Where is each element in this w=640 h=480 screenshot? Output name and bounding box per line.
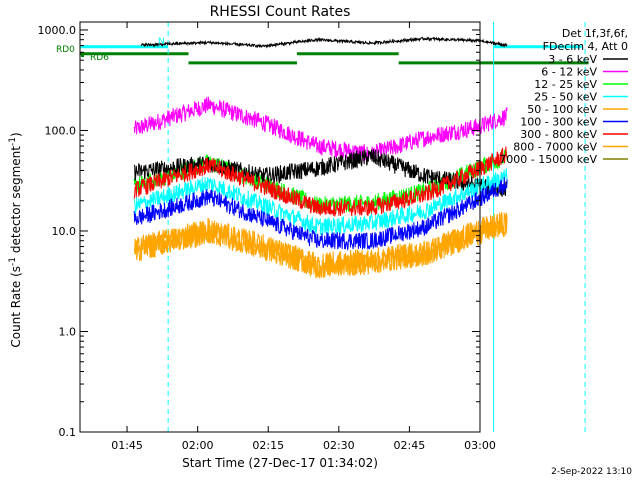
legend-entry-6: 300 - 800 keV — [520, 128, 597, 141]
time-markers — [79, 22, 586, 432]
attenuator-bars — [80, 45, 589, 65]
x-tick-label-4: 02:45 — [394, 439, 426, 452]
legend-entry-5: 100 - 300 keV — [520, 116, 597, 129]
legend-header-0: Det 1f,3f,6f, — [562, 27, 628, 40]
legend-entry-0: 3 - 6 keV — [548, 53, 597, 66]
y-tick-label-1: 1.0 — [59, 325, 77, 338]
series-line-3 — [133, 168, 508, 235]
legend-entry-7: 800 - 7000 keV — [513, 141, 597, 154]
series-line-6 — [133, 146, 508, 217]
plot-frame — [79, 21, 481, 433]
x-axis-label: Start Time (27-Dec-17 01:34:02) — [182, 456, 378, 470]
y-axis-label: Count Rate (s-1 detector segment-1) — [8, 132, 23, 347]
y-tick-label-3: 100.0 — [45, 124, 77, 137]
y-tick-label-4: 1000.0 — [38, 24, 77, 37]
series-line-top — [140, 36, 508, 49]
bar-label-rd6: RD6 — [90, 53, 109, 63]
legend-header-1: FDecim 4, Att 0 — [543, 40, 628, 53]
series-line-1 — [133, 96, 508, 162]
x-axis: 01:45 02:00 02:15 02:30 02:45 03:00 — [111, 22, 496, 452]
series-lines — [133, 36, 508, 279]
legend-entry-8: 7000 - 15000 keV — [499, 153, 597, 166]
series-line-7 — [133, 212, 508, 279]
bar-label-rd0: RD0 — [56, 45, 75, 55]
bar-label-n: N — [158, 37, 165, 47]
x-tick-label-3: 02:30 — [323, 439, 355, 452]
x-tick-label-5: 03:00 — [464, 439, 496, 452]
y-axis: 0.1 1.0 10.0 100.0 1000.0 — [38, 24, 480, 439]
legend-entry-2: 12 - 25 keV — [534, 78, 597, 91]
bar-labels: RD0 RD6 N — [56, 37, 165, 63]
x-tick-label-0: 01:45 — [111, 439, 143, 452]
legend-entry-4: 50 - 100 keV — [527, 103, 597, 116]
y-tick-label-0: 0.1 — [59, 426, 77, 439]
y-tick-label-2: 10.0 — [52, 225, 77, 238]
rd6-marker — [81, 54, 84, 57]
legend-entry-1: 6 - 12 keV — [541, 66, 597, 79]
series-line-5 — [133, 176, 508, 251]
legend-entry-3: 25 - 50 keV — [534, 91, 597, 104]
x-tick-label-1: 02:00 — [182, 439, 214, 452]
x-tick-label-2: 02:15 — [252, 439, 284, 452]
footer-date: 2-Sep-2022 13:10 — [551, 467, 632, 477]
chart-title: RHESSI Count Rates — [210, 4, 351, 20]
